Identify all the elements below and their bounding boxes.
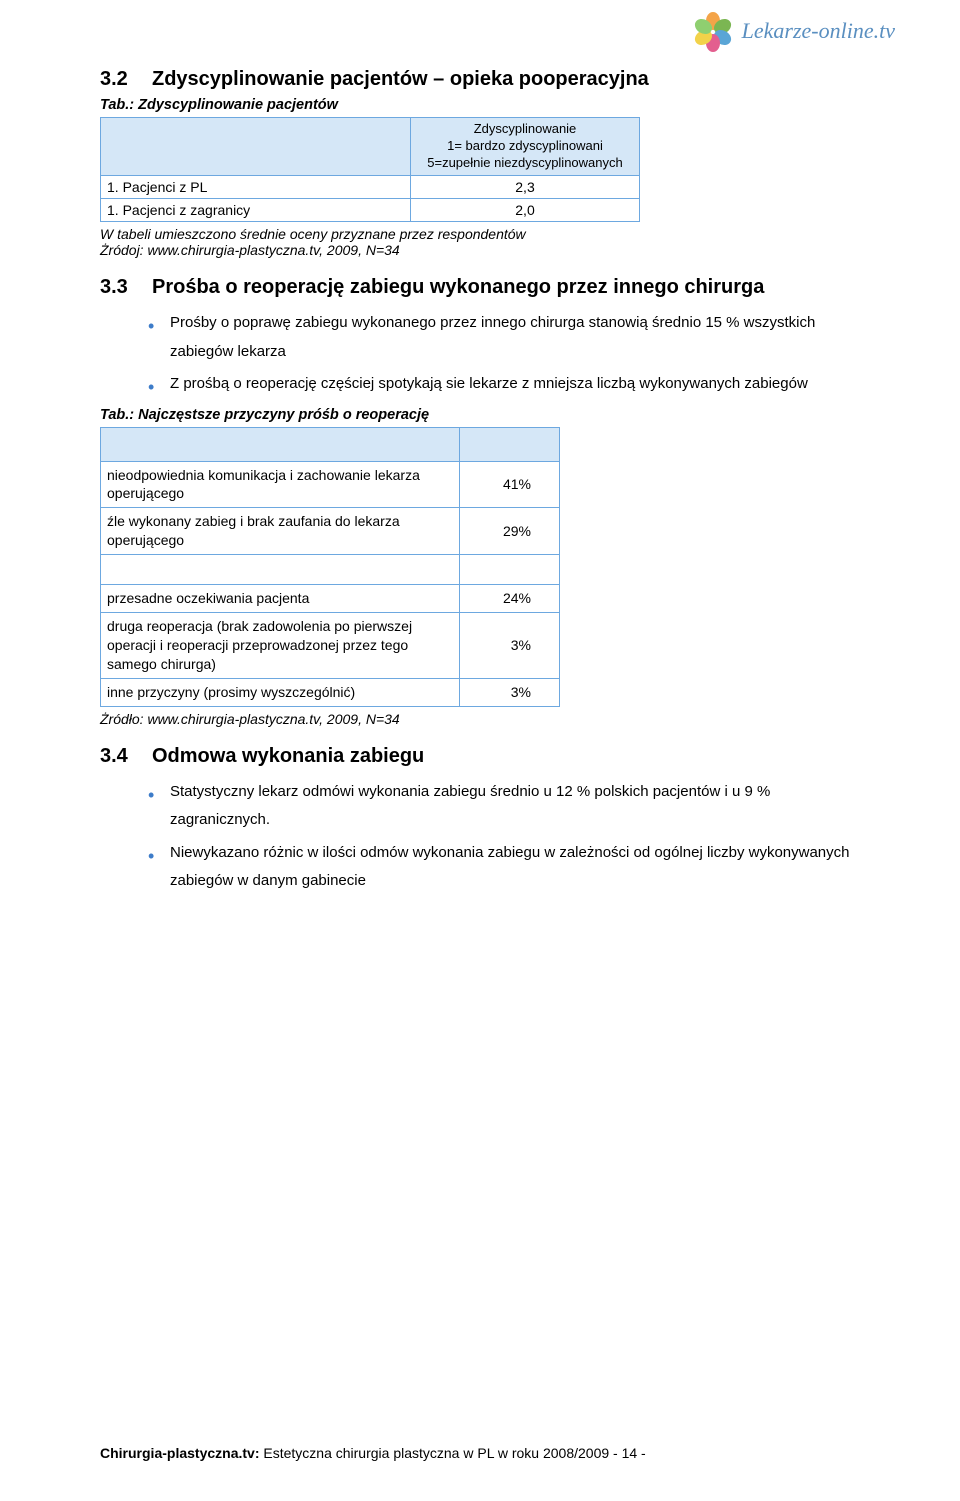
section-title: Odmowa wykonania zabiegu xyxy=(152,745,424,767)
table-source: W tabeli umieszczono średnie oceny przyz… xyxy=(100,226,860,258)
list-item: Z prośbą o reoperację częściej spotykają… xyxy=(148,370,860,399)
section-heading-3-3: 3.3Prośba o reoperację zabiegu wykonaneg… xyxy=(100,276,860,299)
list-item: Statystyczny lekarz odmówi wykonania zab… xyxy=(148,778,860,835)
site-logo: Lekarze-online.tv xyxy=(692,10,895,52)
table-caption: Tab.: Zdyscyplinowanie pacjentów xyxy=(100,97,860,113)
section-title: Prośba o reoperację zabiegu wykonanego p… xyxy=(152,276,764,298)
section-number: 3.3 xyxy=(100,276,152,299)
row-value: 3% xyxy=(460,678,560,706)
row-label: druga reoperacja (brak zadowolenia po pi… xyxy=(101,612,460,678)
table-caption: Tab.: Najczęstsze przyczyny próśb o reop… xyxy=(100,407,860,423)
list-item: Niewykazano różnic w ilości odmów wykona… xyxy=(148,839,860,896)
row-value: 29% xyxy=(460,508,560,555)
section-number: 3.4 xyxy=(100,745,152,768)
flower-icon xyxy=(692,10,734,52)
row-label: 1. Pacjenci z PL xyxy=(101,176,411,199)
table-row: 1. Pacjenci z PL 2,3 xyxy=(101,176,640,199)
row-value: 24% xyxy=(460,585,560,613)
row-value: 2,3 xyxy=(411,176,640,199)
row-value: 41% xyxy=(460,461,560,508)
bullet-list: Statystyczny lekarz odmówi wykonania zab… xyxy=(148,778,860,896)
row-value: 3% xyxy=(460,612,560,678)
table-row: druga reoperacja (brak zadowolenia po pi… xyxy=(101,612,560,678)
page-footer: Chirurgia-plastyczna.tv: Estetyczna chir… xyxy=(100,1445,646,1461)
table-row: nieodpowiednia komunikacja i zachowanie … xyxy=(101,461,560,508)
reasons-table: nieodpowiednia komunikacja i zachowanie … xyxy=(100,427,560,707)
table-row: 1. Pacjenci z zagranicy 2,0 xyxy=(101,199,640,222)
header-text: Zdyscyplinowanie 1= bardzo zdyscyplinowa… xyxy=(427,121,622,170)
table-row: inne przyczyny (prosimy wyszczególnić) 3… xyxy=(101,678,560,706)
row-label: nieodpowiednia komunikacja i zachowanie … xyxy=(101,461,460,508)
row-label: źle wykonany zabieg i brak zaufania do l… xyxy=(101,508,460,555)
footer-bold: Chirurgia-plastyczna.tv: xyxy=(100,1445,259,1461)
row-label: 1. Pacjenci z zagranicy xyxy=(101,199,411,222)
discipline-table: Zdyscyplinowanie 1= bardzo zdyscyplinowa… xyxy=(100,117,640,222)
table-row: przesadne oczekiwania pacjenta 24% xyxy=(101,585,560,613)
section-heading-3-2: 3.2Zdyscyplinowanie pacjentów – opieka p… xyxy=(100,68,860,91)
row-value: 2,0 xyxy=(411,199,640,222)
table-row: źle wykonany zabieg i brak zaufania do l… xyxy=(101,508,560,555)
row-label: inne przyczyny (prosimy wyszczególnić) xyxy=(101,678,460,706)
table-header: Zdyscyplinowanie 1= bardzo zdyscyplinowa… xyxy=(411,118,640,176)
table-source: Żródło: www.chirurgia-plastyczna.tv, 200… xyxy=(100,711,860,727)
logo-text: Lekarze-online.tv xyxy=(742,18,895,44)
table-spacer xyxy=(101,555,560,585)
list-item: Prośby o poprawę zabiegu wykonanego prze… xyxy=(148,309,860,366)
footer-text: Estetyczna chirurgia plastyczna w PL w r… xyxy=(259,1445,645,1461)
bullet-list: Prośby o poprawę zabiegu wykonanego prze… xyxy=(148,309,860,399)
section-title: Zdyscyplinowanie pacjentów – opieka poop… xyxy=(152,68,649,90)
section-heading-3-4: 3.4Odmowa wykonania zabiegu xyxy=(100,745,860,768)
section-number: 3.2 xyxy=(100,68,152,91)
row-label: przesadne oczekiwania pacjenta xyxy=(101,585,460,613)
